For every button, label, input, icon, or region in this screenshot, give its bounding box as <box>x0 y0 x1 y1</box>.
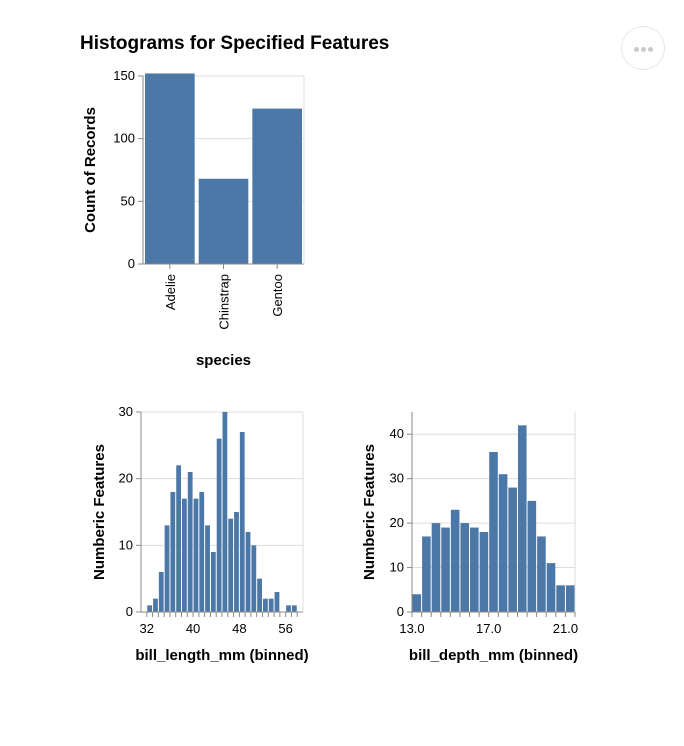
y-tick-label: 50 <box>121 193 135 208</box>
x-tick-label: 32 <box>140 621 154 636</box>
x-axis-title: species <box>196 352 251 369</box>
y-tick-label: 0 <box>126 604 133 619</box>
bar <box>479 532 489 612</box>
ellipsis-icon <box>641 47 646 52</box>
y-tick-label: 20 <box>119 471 133 486</box>
bar <box>210 552 216 612</box>
y-tick-label: 10 <box>119 537 133 552</box>
bar <box>412 594 422 612</box>
ellipsis-icon <box>648 47 653 52</box>
bar <box>422 536 431 612</box>
bar <box>268 598 274 612</box>
ellipsis-icon <box>634 47 639 52</box>
bar <box>222 412 228 612</box>
x-tick-label: 17.0 <box>476 621 501 636</box>
bar <box>251 545 257 612</box>
x-tick-label: Chinstrap <box>217 274 232 330</box>
bar <box>252 108 302 264</box>
bar <box>489 452 498 612</box>
bill-length-histogram: 0 10 20 30 32 40 48 56 bill_length_mm (binned) Nu… <box>91 404 309 664</box>
bar <box>291 605 297 612</box>
y-axis-title: Numberic Features <box>361 444 378 580</box>
x-tick-label: 56 <box>278 621 292 636</box>
bar <box>431 523 441 612</box>
bar <box>164 525 170 612</box>
bar <box>441 527 450 612</box>
bar <box>460 523 470 612</box>
x-tick-label: Adelie <box>163 274 178 310</box>
x-tick-label: 21.0 <box>553 621 578 636</box>
species-histogram: 0 50 100 150 Adelie Chinstrap Gentoo species Cou… <box>82 68 305 369</box>
bar <box>470 527 479 612</box>
y-tick-label: 30 <box>119 404 133 419</box>
bar <box>546 563 556 612</box>
bar <box>193 498 199 612</box>
bar <box>158 572 164 612</box>
bar <box>239 432 245 612</box>
x-axis-title: bill_depth_mm (binned) <box>409 647 578 664</box>
bar <box>170 492 176 612</box>
x-tick-label: 40 <box>186 621 200 636</box>
bar <box>245 532 251 612</box>
x-axis-title: bill_length_mm (binned) <box>135 647 308 664</box>
bar <box>176 465 181 612</box>
bar <box>182 498 187 612</box>
bar <box>198 178 249 264</box>
y-tick-label: 100 <box>113 131 135 146</box>
bar <box>145 73 195 264</box>
y-tick-label: 30 <box>390 471 404 486</box>
y-axis-title: Numberic Features <box>91 444 108 580</box>
page-title: Histograms for Specified Features <box>80 33 390 54</box>
bar <box>216 438 222 612</box>
y-tick-label: 0 <box>128 256 135 271</box>
y-tick-label: 150 <box>113 68 135 83</box>
bar <box>205 525 210 612</box>
bar <box>527 500 537 612</box>
bar <box>199 492 205 612</box>
bar <box>517 425 527 612</box>
bar <box>537 536 546 612</box>
bar <box>508 487 517 612</box>
bar <box>257 578 262 612</box>
y-tick-label: 0 <box>397 604 404 619</box>
bar <box>450 509 460 612</box>
bar <box>234 512 239 612</box>
bar <box>147 605 153 612</box>
more-options-button[interactable] <box>621 26 665 70</box>
bar <box>498 474 508 612</box>
x-tick-label: 13.0 <box>399 621 424 636</box>
y-axis-title: Count of Records <box>82 107 99 233</box>
y-tick-label: 40 <box>390 426 404 441</box>
bar <box>274 592 280 612</box>
x-tick-label: Gentoo <box>270 274 285 317</box>
bar <box>565 585 575 612</box>
bar <box>228 518 234 612</box>
bar <box>153 598 158 612</box>
y-tick-label: 20 <box>390 515 404 530</box>
bar <box>187 472 193 612</box>
bar <box>263 598 268 612</box>
bill-depth-histogram: 0 10 20 30 40 13.0 17.0 21.0 bill_depth_mm (binn… <box>361 412 578 664</box>
x-tick-label: 48 <box>232 621 246 636</box>
y-tick-label: 10 <box>390 560 404 575</box>
bar <box>286 605 291 612</box>
bar <box>556 585 565 612</box>
